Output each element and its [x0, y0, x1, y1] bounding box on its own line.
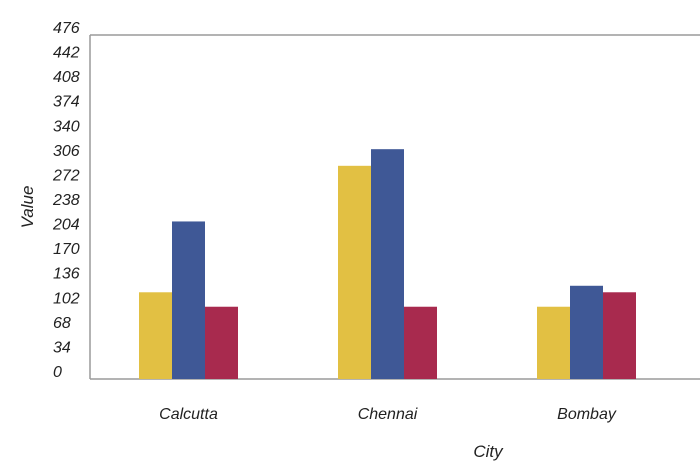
- bar-bombay-series-3: [603, 292, 636, 379]
- y-tick-label: 476: [53, 20, 80, 37]
- y-tick-label: 102: [53, 290, 80, 307]
- y-tick-label: 0: [53, 364, 62, 381]
- bars: [139, 149, 636, 379]
- bar-chennai-series-2: [371, 149, 404, 379]
- y-tick-label: 136: [53, 266, 80, 283]
- bar-bombay-series-2: [570, 285, 603, 379]
- bar-chennai-series-3: [404, 306, 437, 379]
- x-tick-label-calcutta: Calcutta: [159, 406, 218, 423]
- bar-calcutta-series-1: [139, 292, 172, 379]
- bar-calcutta-series-3: [205, 306, 238, 379]
- x-tick-labels: Calcutta Chennai Bombay: [159, 406, 617, 423]
- y-tick-label: 408: [53, 69, 80, 86]
- y-tick-label: 374: [53, 94, 80, 111]
- y-tick-label: 204: [52, 217, 80, 234]
- y-tick-label: 442: [53, 45, 80, 62]
- x-axis-title: City: [473, 442, 504, 461]
- bar-calcutta-series-2: [172, 221, 205, 379]
- x-tick-label-bombay: Bombay: [557, 406, 617, 423]
- y-tick-label: 272: [52, 167, 80, 184]
- y-tick-label: 340: [53, 118, 80, 135]
- bar-chennai-series-1: [338, 165, 371, 379]
- bar-bombay-series-1: [537, 306, 570, 379]
- y-tick-label: 306: [53, 143, 80, 160]
- y-tick-label: 68: [53, 315, 71, 332]
- x-tick-label-chennai: Chennai: [358, 406, 418, 423]
- y-tick-label: 238: [52, 192, 80, 209]
- y-tick-label: 34: [53, 339, 71, 356]
- y-tick-labels: 0 34 68 102 136 170 204 238 272 306 340 374 408 442 47…: [52, 20, 80, 381]
- y-axis-title: Value: [18, 186, 37, 229]
- y-tick-label: 170: [53, 241, 80, 258]
